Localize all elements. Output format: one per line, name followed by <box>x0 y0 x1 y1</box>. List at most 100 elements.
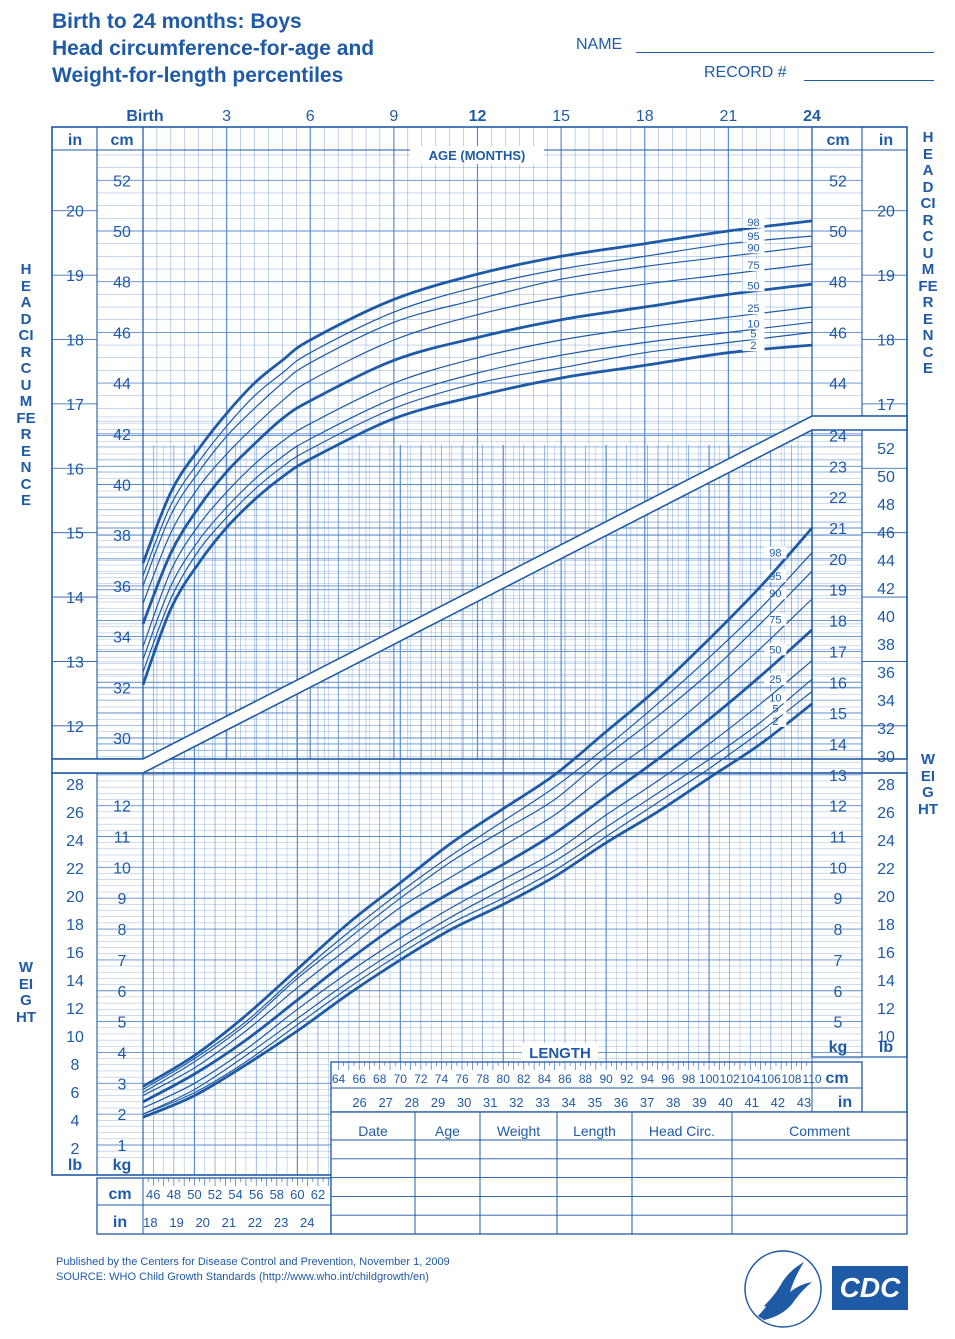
length-axis-box-left <box>96 1177 332 1235</box>
in-tick-label-right: 17 <box>877 397 895 414</box>
kg-tick-label-right: 23 <box>829 459 847 476</box>
chart-title: Birth to 24 months: Boys Head circumfere… <box>52 8 374 89</box>
kg-tick-label-left: 3 <box>118 1076 127 1093</box>
length-cm-tick-label: 84 <box>538 1072 552 1086</box>
age-tick-label: Birth <box>126 108 163 125</box>
lb-tick-label-right: 20 <box>877 889 895 906</box>
length-in-tick-label: 26 <box>352 1095 366 1110</box>
length-cm-tick-label: 108 <box>781 1072 801 1086</box>
length-cm-tick-label: 74 <box>435 1072 449 1086</box>
length-cm-tick-label: 106 <box>761 1072 781 1086</box>
cm-tick-label-left: 42 <box>113 427 131 444</box>
length-cm-tick-label: 86 <box>558 1072 572 1086</box>
weight-percentile-label-25: 25 <box>769 674 781 686</box>
weight-curve-p10 <box>142 678 813 1115</box>
kg-tick-label-right: 6 <box>834 984 843 1001</box>
in-tick-label-right: 20 <box>877 204 895 221</box>
length-cm-tick-label: 92 <box>620 1072 634 1086</box>
length-cm-tick-label: 48 <box>167 1187 181 1202</box>
curve-label-bg <box>742 279 765 292</box>
cm-tick-label-right: 46 <box>829 325 847 342</box>
lb-tick-label-right: 12 <box>877 1001 895 1018</box>
weight-percentile-label-98: 98 <box>769 547 781 559</box>
kg-tick-label-right: 13 <box>829 768 847 785</box>
length-cm-tick-label: 56 <box>249 1187 263 1202</box>
lb-tick-label-right: 38 <box>877 637 895 654</box>
length-cm-tick-label: 82 <box>517 1072 531 1086</box>
age-tick-label: 24 <box>803 108 821 125</box>
lb-unit-label: lb <box>879 1039 893 1056</box>
in-tick-label-left: 12 <box>66 719 84 736</box>
title-line-3: Weight-for-length percentiles <box>52 64 344 87</box>
age-tick-label: 15 <box>552 108 570 125</box>
lb-tick-label-right: 46 <box>877 525 895 542</box>
kg-tick-label-right: 5 <box>834 1015 843 1032</box>
head-curve-p98 <box>141 219 813 564</box>
length-cm-tick-label: 102 <box>720 1072 740 1086</box>
in-tick-label-left: 18 <box>66 332 84 349</box>
head-curve-p10 <box>142 321 813 660</box>
lb-tick-label-right: 32 <box>877 721 895 738</box>
length-in-tick-label: 38 <box>666 1095 680 1110</box>
length-in-tick-label: 36 <box>614 1095 628 1110</box>
age-tick-label: 12 <box>469 108 487 125</box>
cm-tick-label-right: 44 <box>829 376 847 393</box>
length-in-tick-label: 30 <box>457 1095 471 1110</box>
table-header: Head Circ. <box>649 1123 715 1139</box>
weight-curve-p25 <box>142 660 813 1109</box>
length-cm-tick-label: 66 <box>352 1072 366 1086</box>
lb-tick-label-left: 12 <box>66 1001 84 1018</box>
name-line[interactable] <box>636 52 934 53</box>
kg-tick-label-right: 9 <box>834 891 843 908</box>
head-percentile-label-90: 90 <box>747 242 759 254</box>
kg-unit-label: kg <box>113 1157 132 1174</box>
length-cm-tick-label: 100 <box>699 1072 719 1086</box>
length-cm-tick-label: 90 <box>599 1072 613 1086</box>
kg-tick-label-left: 9 <box>118 891 127 908</box>
cm-unit-label: cm <box>826 132 849 149</box>
lb-tick-label-left: 28 <box>66 777 84 794</box>
age-label-bg <box>410 146 544 164</box>
cm-unit-label: cm <box>110 132 133 149</box>
length-in-unit: in <box>113 1214 127 1231</box>
cm-tick-label-left: 40 <box>113 478 131 495</box>
head-curve-p50 <box>141 282 813 625</box>
kg-tick-label-right: 17 <box>829 644 847 661</box>
curve-label-bg <box>764 643 787 656</box>
left-head-circumference-label: HEAD CIRCUMFERENCE <box>16 261 36 509</box>
kg-tick-label-right: 14 <box>829 737 847 754</box>
length-in-tick-label: 39 <box>692 1095 706 1110</box>
frame-layer: Date Age Weight Length Head Circ. Comment <box>51 126 908 1235</box>
record-field[interactable]: RECORD # <box>704 64 934 82</box>
length-cm-tick-label: 58 <box>270 1187 284 1202</box>
table-header: Age <box>435 1123 460 1139</box>
name-field[interactable]: NAME <box>576 36 934 54</box>
record-line[interactable] <box>804 80 934 81</box>
lb-tick-label-left: 22 <box>66 861 84 878</box>
lb-tick-label-left: 4 <box>71 1113 80 1130</box>
length-cm-tick-label: 94 <box>641 1072 655 1086</box>
lb-tick-label-left: 10 <box>66 1029 84 1046</box>
lb-unit-label: lb <box>68 1157 82 1174</box>
cm-tick-label-left: 46 <box>113 325 131 342</box>
lb-tick-label-right: 40 <box>877 609 895 626</box>
lb-tick-label-right: 22 <box>877 861 895 878</box>
lb-tick-label-left: 6 <box>71 1085 80 1102</box>
table-header: Weight <box>497 1123 540 1139</box>
head-percentile-label-50: 50 <box>747 280 759 292</box>
head-percentile-label-98: 98 <box>747 217 759 229</box>
kg-tick-label-right: 18 <box>829 614 847 631</box>
kg-tick-label-right: 19 <box>829 583 847 600</box>
in-tick-label-right: 18 <box>877 332 895 349</box>
cm-tick-label-left: 52 <box>113 173 131 190</box>
cdc-logo: CDC <box>832 1266 908 1310</box>
curve-label-bg <box>742 230 765 243</box>
age-tick-label: 18 <box>636 108 654 125</box>
lb-tick-label-right: 34 <box>877 693 895 710</box>
cm-tick-label-left: 44 <box>113 376 131 393</box>
lb-tick-label-left: 16 <box>66 945 84 962</box>
curve-label-bg <box>764 691 787 704</box>
in-tick-label-left: 16 <box>66 461 84 478</box>
length-in-tick-label: 31 <box>483 1095 497 1110</box>
